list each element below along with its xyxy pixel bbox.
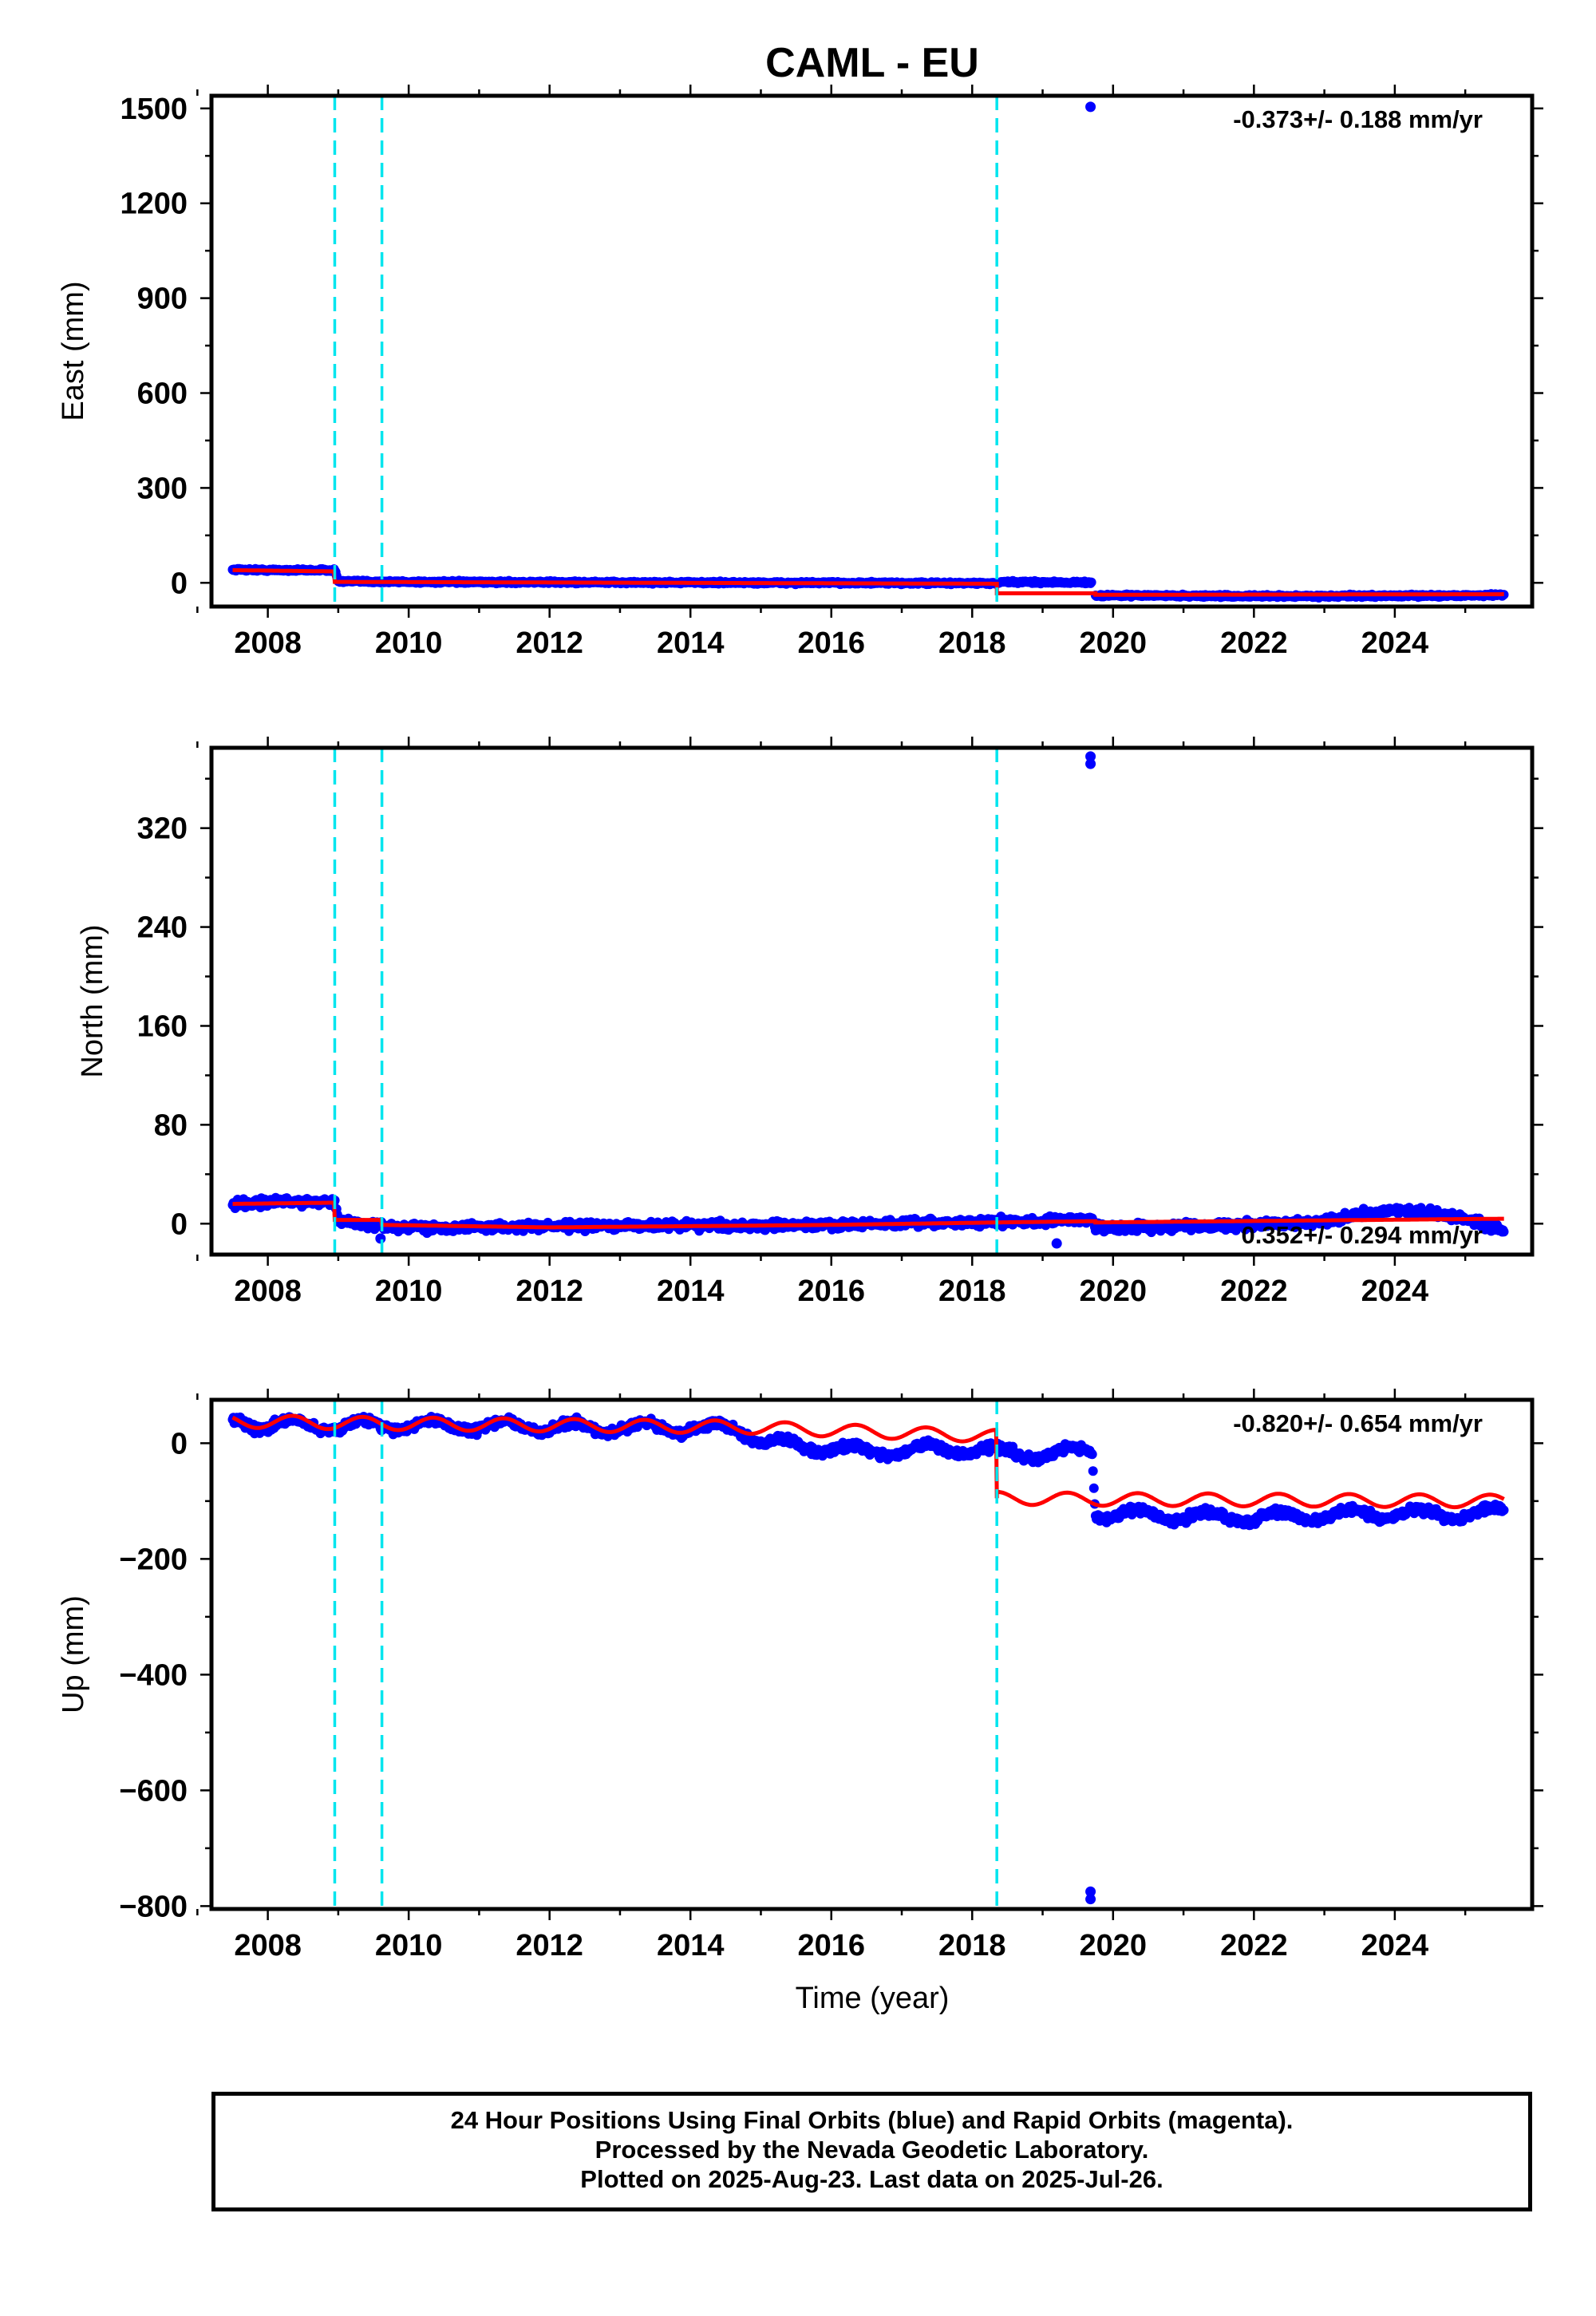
- rate-annotation-up: -0.820+/- 0.654 mm/yr: [1233, 1409, 1483, 1437]
- y-tick-label: 320: [137, 812, 188, 846]
- panel-up: 2008 2010 2012 2014 2016 2018 2020 2022 2024 −800…: [57, 1389, 1543, 1962]
- outlier-point: [1051, 1238, 1062, 1249]
- y-tick-label: −800: [119, 1890, 188, 1923]
- data-point: [1499, 1505, 1509, 1516]
- x-tick-label: 2010: [375, 1275, 443, 1308]
- x-tick-label: 2018: [938, 1275, 1006, 1308]
- panel-north: 2008 2010 2012 2014 2016 2018 2020 2022 2024 0 80 1…: [76, 737, 1543, 1308]
- y-tick-label: 0: [171, 1427, 188, 1460]
- x-tick-label: 2022: [1220, 1929, 1288, 1962]
- axes-frame-north: [209, 745, 1535, 1257]
- y-tick-label: 300: [137, 472, 188, 505]
- data-point: [1499, 1227, 1509, 1237]
- plot-area: [227, 1400, 1509, 1909]
- axes-frame-up: [209, 1397, 1535, 1911]
- footer-box: 24 Hour Positions Using Final Orbits (bl…: [211, 2092, 1532, 2211]
- x-tick-label: 2016: [797, 1275, 865, 1308]
- x-tick-label: 2014: [657, 1929, 725, 1962]
- footer-line-2: Processed by the Nevada Geodetic Laborat…: [595, 2136, 1149, 2164]
- x-tick-label: 2022: [1220, 1275, 1288, 1308]
- x-tick-label: 2012: [516, 1275, 583, 1308]
- data-point: [1086, 577, 1096, 587]
- x-tick-label: 2024: [1361, 1275, 1429, 1308]
- y-tick-label: 600: [137, 377, 188, 411]
- x-tick-label: 2010: [375, 1929, 443, 1962]
- y-tick-label: 240: [137, 911, 188, 945]
- data-point: [1088, 1466, 1098, 1476]
- footer-line-1: 24 Hour Positions Using Final Orbits (bl…: [450, 2106, 1294, 2134]
- y-tick-label: 900: [137, 283, 188, 316]
- x-tick-label: 2020: [1080, 1929, 1148, 1962]
- x-tick-label: 2022: [1220, 626, 1288, 660]
- y-tick-label: 0: [171, 1207, 188, 1241]
- y-tick-label: 160: [137, 1010, 188, 1043]
- y-tick-label: −600: [119, 1774, 188, 1808]
- data-point: [1087, 1449, 1097, 1460]
- y-tick-label: −400: [119, 1658, 188, 1692]
- x-tick-label: 2010: [375, 626, 443, 660]
- plot-area: [227, 748, 1509, 1255]
- y-tick-label: 80: [154, 1109, 188, 1142]
- footer-line-3: Plotted on 2025-Aug-23. Last data on 202…: [580, 2165, 1163, 2193]
- x-tick-label: 2016: [797, 1929, 865, 1962]
- y-tick-label: 1500: [120, 93, 188, 126]
- y-axis-label-north: North (mm): [76, 924, 109, 1077]
- plot-area: [227, 96, 1509, 607]
- x-tick-label: 2024: [1361, 626, 1429, 660]
- outlier-point: [375, 1233, 386, 1244]
- outlier-point: [1085, 751, 1096, 762]
- x-tick-label: 2014: [657, 626, 725, 660]
- y-tick-label: 0: [171, 567, 188, 600]
- x-tick-label: 2018: [938, 1929, 1006, 1962]
- x-tick-label: 2012: [516, 1929, 583, 1962]
- x-tick-label: 2014: [657, 1275, 725, 1308]
- x-tick-label: 2008: [234, 1929, 302, 1962]
- x-tick-label: 2016: [797, 626, 865, 660]
- y-axis-label-up: Up (mm): [57, 1595, 90, 1713]
- x-axis-label: Time (year): [796, 1982, 950, 2015]
- panel-east: 2008 2010 2012 2014 2016 2018 2020 2022 2024 0 300…: [57, 85, 1543, 660]
- y-tick-label: 1200: [120, 188, 188, 221]
- rate-annotation-north: 0.352+/- 0.294 mm/yr: [1242, 1221, 1483, 1249]
- model-line-north: [232, 1200, 1504, 1230]
- x-tick-label: 2008: [234, 1275, 302, 1308]
- outlier-point: [1085, 1894, 1096, 1905]
- x-tick-label: 2008: [234, 626, 302, 660]
- data-point: [1088, 1483, 1099, 1493]
- x-tick-label: 2012: [516, 626, 583, 660]
- axes-frame-east: [209, 93, 1535, 609]
- y-axis-label-east: East (mm): [57, 281, 90, 421]
- outlier-point: [1085, 101, 1096, 113]
- x-tick-label: 2020: [1080, 1275, 1148, 1308]
- model-line-up: [231, 1413, 1505, 1510]
- y-tick-label: −200: [119, 1543, 188, 1576]
- x-tick-label: 2024: [1361, 1929, 1429, 1962]
- chart-title: CAML - EU: [765, 40, 979, 86]
- outlier-point: [1085, 758, 1096, 769]
- outlier-point: [1085, 1886, 1096, 1897]
- x-tick-label: 2018: [938, 626, 1006, 660]
- x-tick-label: 2020: [1080, 626, 1148, 660]
- rate-annotation-east: -0.373+/- 0.188 mm/yr: [1233, 105, 1483, 133]
- model-line-east: [232, 567, 1504, 597]
